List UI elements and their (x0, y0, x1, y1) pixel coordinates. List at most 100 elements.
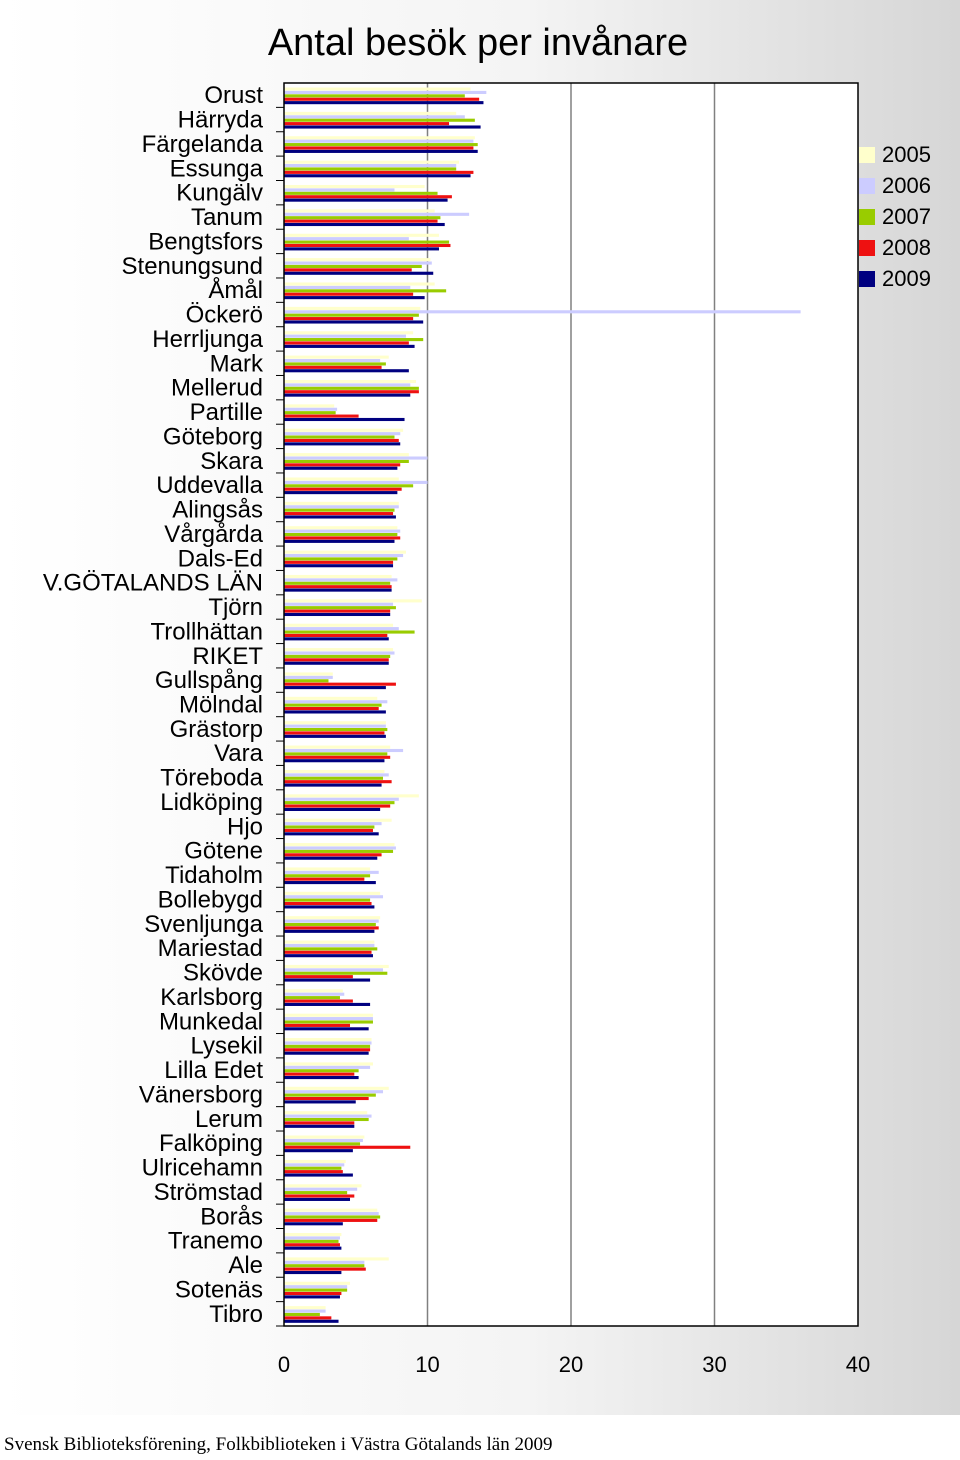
bar (284, 696, 378, 700)
bar (284, 682, 396, 686)
bar (284, 1076, 359, 1080)
bar (284, 849, 394, 853)
x-tick-label: 0 (278, 1352, 290, 1377)
category-label: Mark (210, 350, 264, 377)
bar (284, 1145, 411, 1149)
bar (284, 1013, 373, 1017)
bar (284, 637, 389, 641)
x-tick-label: 20 (559, 1352, 583, 1377)
category-label: Tanum (191, 204, 263, 231)
bar (284, 627, 399, 631)
category-label: Skövde (183, 960, 263, 987)
bar (284, 633, 388, 637)
bar (284, 916, 381, 920)
bar (284, 526, 398, 530)
bar (284, 658, 389, 662)
bar (284, 1117, 369, 1122)
bar (284, 456, 428, 460)
bar (284, 219, 438, 223)
bar (284, 686, 386, 690)
bar (284, 1023, 351, 1027)
category-label: Alingsås (172, 497, 263, 524)
bar (284, 564, 394, 568)
bar (284, 1038, 372, 1042)
bar (284, 453, 409, 457)
bar (284, 491, 398, 495)
bar (284, 630, 415, 634)
legend-swatch (859, 147, 875, 163)
bar (284, 1260, 365, 1264)
bar (284, 996, 340, 1000)
bar (284, 1295, 340, 1299)
category-label: Skara (200, 448, 263, 475)
category-label: Essunga (170, 155, 264, 182)
bar (284, 1090, 384, 1094)
bar (284, 752, 388, 756)
bar (284, 895, 384, 899)
category-label: Mariestad (158, 935, 263, 962)
bar (284, 1096, 369, 1101)
bar (284, 968, 384, 972)
bar (284, 1093, 376, 1097)
bar (284, 1062, 373, 1066)
category-label: Munkedal (159, 1008, 263, 1035)
bar (284, 1218, 378, 1222)
category-label: Åmål (208, 276, 263, 304)
bar (284, 466, 398, 470)
bar (284, 184, 425, 189)
bar (284, 1270, 342, 1275)
category-label: Ale (228, 1252, 263, 1279)
bar (284, 1138, 363, 1143)
bar (284, 306, 421, 310)
bar (284, 574, 392, 579)
legend: 2005 2006 2007 2008 2009 (859, 142, 931, 291)
bar (284, 505, 399, 509)
category-label: Orust (204, 82, 263, 109)
bar (284, 237, 409, 241)
bar (284, 282, 435, 286)
bar (284, 240, 450, 244)
bar (284, 160, 460, 164)
bar (284, 978, 371, 982)
category-labels: OrustHärrydaFärgelandaEssungaKungälvTanu… (43, 82, 284, 1328)
bar (284, 216, 441, 220)
bar (284, 1166, 342, 1170)
bar (284, 1100, 356, 1104)
chart-title: Antal besök per invånare (268, 22, 688, 64)
bar (284, 926, 379, 930)
bar (284, 1233, 342, 1237)
bar (284, 87, 471, 91)
bar (284, 734, 386, 738)
category-label: Uddevalla (156, 472, 263, 499)
bar (284, 651, 395, 655)
bar (284, 365, 382, 369)
bar (284, 331, 414, 335)
bar (284, 679, 329, 683)
bar (284, 369, 409, 373)
bar (284, 432, 401, 436)
category-label: Borås (200, 1203, 263, 1230)
bar (284, 975, 353, 979)
bar (284, 1208, 378, 1212)
category-label: Tidaholm (165, 862, 263, 889)
category-label: Öckerö (186, 302, 263, 329)
category-label: Lidköping (160, 789, 263, 816)
x-tick-label: 10 (415, 1352, 439, 1377)
bar (284, 560, 394, 564)
bar (284, 853, 382, 857)
bar (284, 285, 411, 289)
bar (284, 188, 395, 192)
bar (284, 334, 406, 338)
bar (284, 344, 415, 348)
bar (284, 623, 394, 627)
footer-caption: Svensk Biblioteksförening, Folkbibliotek… (4, 1434, 553, 1455)
category-label: Hjo (227, 813, 263, 840)
category-label: Mellerud (171, 375, 263, 402)
bar (284, 794, 419, 798)
bar (284, 118, 475, 122)
bar (284, 1212, 379, 1216)
bar (284, 101, 484, 105)
bar (284, 1194, 355, 1198)
bar (284, 97, 480, 101)
bar (284, 929, 375, 933)
